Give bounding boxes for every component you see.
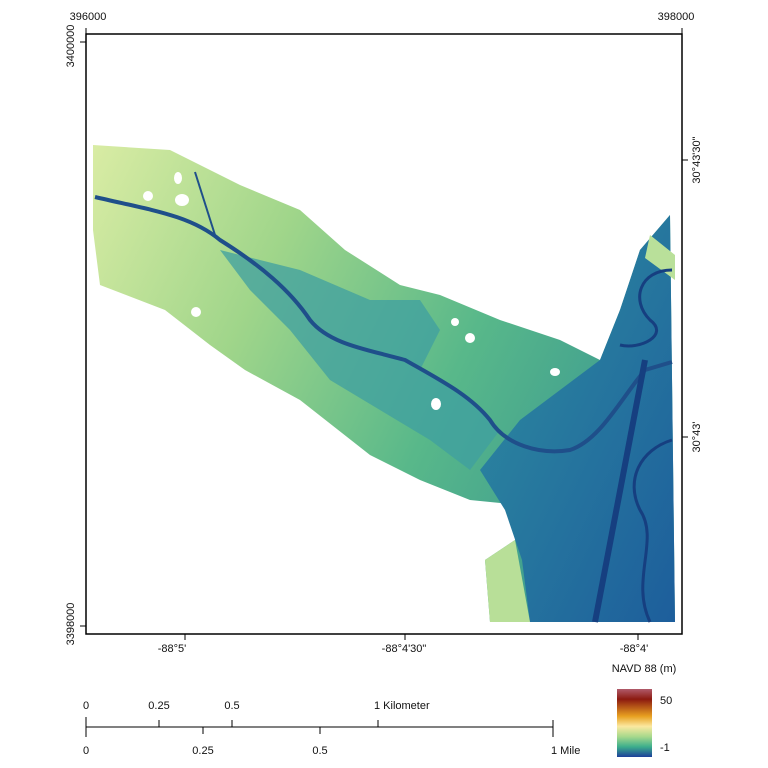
voids (143, 172, 560, 410)
coord-label: 30°43' (691, 422, 703, 453)
scale-label: 0.5 (312, 745, 327, 757)
scale-label: 1 Kilometer (374, 700, 430, 712)
scale-label: 0.25 (192, 745, 213, 757)
void (465, 333, 475, 343)
void (143, 191, 153, 201)
marsh (220, 250, 500, 470)
meander (619, 268, 673, 623)
coord-label: -88°4'30" (382, 643, 427, 655)
lowland (480, 215, 675, 622)
color-bar (617, 689, 652, 757)
legend-max: 50 (660, 695, 672, 707)
coord-label: 3398000 (65, 603, 77, 646)
river (94, 195, 673, 454)
void (550, 368, 560, 376)
coord-label: 398000 (658, 11, 695, 23)
void (175, 194, 189, 206)
scale-label: 0.25 (148, 700, 169, 712)
scale-bar (85, 717, 554, 737)
scale-label: 0 (83, 700, 89, 712)
scale-label: 0.5 (224, 700, 239, 712)
coord-label: -88°5' (158, 643, 187, 655)
canal (592, 359, 648, 623)
void (431, 398, 441, 410)
void (191, 307, 201, 317)
coord-label: -88°4' (620, 643, 649, 655)
void (451, 318, 459, 326)
coord-label: 396000 (70, 11, 107, 23)
south-upland (485, 540, 530, 622)
legend-min: -1 (660, 742, 670, 754)
creek (194, 171, 216, 236)
void (174, 172, 182, 184)
scale-label: 0 (83, 745, 89, 757)
legend-title: NAVD 88 (m) (612, 663, 677, 675)
coord-label: 3400000 (65, 25, 77, 68)
terrain (93, 145, 675, 623)
frame-ticks (80, 28, 688, 640)
scale-label: 1 Mile (551, 745, 580, 757)
coord-label: 30°43'30" (691, 136, 703, 183)
